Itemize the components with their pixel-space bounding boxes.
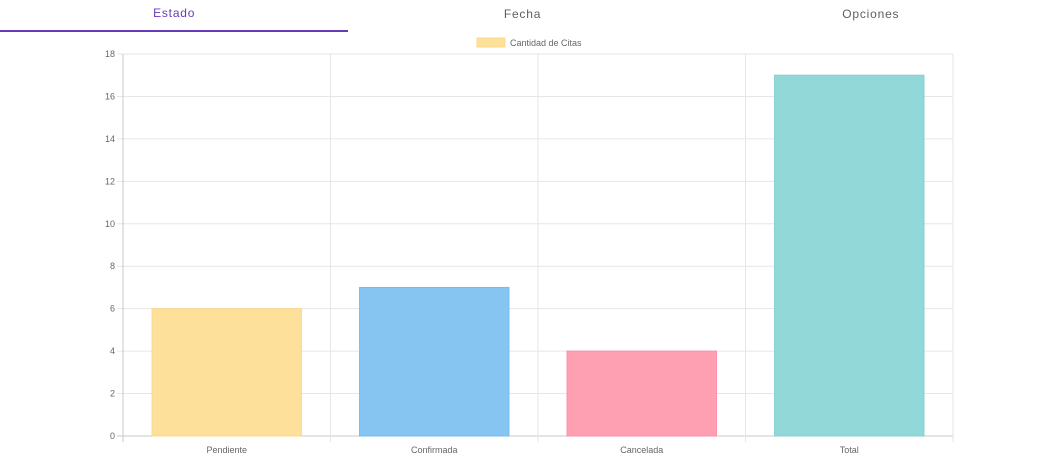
tab-estado[interactable]: Estado bbox=[0, 0, 349, 32]
y-tick-label: 8 bbox=[110, 261, 115, 271]
x-axis-tick-labels: Pendiente Confirmada Cancelada Total bbox=[206, 445, 858, 455]
y-tick-label: 0 bbox=[110, 431, 115, 441]
x-tick-label: Total bbox=[840, 445, 859, 455]
legend[interactable]: Cantidad de Citas bbox=[476, 37, 582, 48]
legend-swatch[interactable] bbox=[476, 37, 506, 48]
bar-chart: 0 2 4 6 8 10 12 14 16 18 Pendiente Confirmada Cance… bbox=[105, 37, 954, 455]
x-tick-label: Cancelada bbox=[620, 445, 663, 455]
y-tick-label: 18 bbox=[105, 49, 115, 59]
y-tick-label: 16 bbox=[105, 91, 115, 101]
x-tick-label: Pendiente bbox=[206, 445, 247, 455]
y-tick-label: 10 bbox=[105, 219, 115, 229]
tab-opciones[interactable]: Opciones bbox=[842, 7, 900, 21]
y-axis-tick-labels: 0 2 4 6 8 10 12 14 16 18 bbox=[105, 49, 115, 441]
y-tick-label: 4 bbox=[110, 346, 115, 356]
bar-pendiente[interactable] bbox=[151, 308, 302, 437]
bars bbox=[151, 74, 925, 437]
x-tick-label: Confirmada bbox=[411, 445, 458, 455]
y-tick-label: 12 bbox=[105, 176, 115, 186]
tab-bar: Estado Fecha Opciones bbox=[0, 0, 1045, 32]
legend-label[interactable]: Cantidad de Citas bbox=[510, 38, 582, 48]
bar-total[interactable] bbox=[774, 74, 925, 437]
y-tick-label: 6 bbox=[110, 304, 115, 314]
y-tick-label: 2 bbox=[110, 389, 115, 399]
bar-cancelada[interactable] bbox=[566, 350, 717, 437]
tab-fecha[interactable]: Fecha bbox=[503, 7, 542, 21]
y-tick-label: 14 bbox=[105, 134, 115, 144]
bar-confirmada[interactable] bbox=[359, 286, 510, 437]
